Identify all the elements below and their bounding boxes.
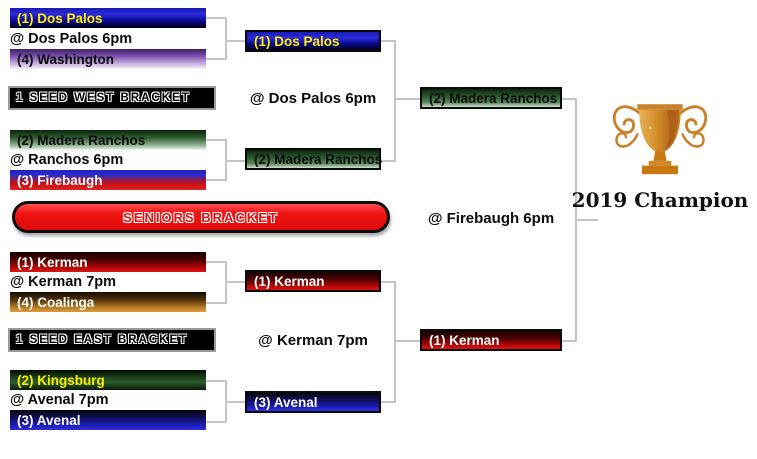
connector-line bbox=[205, 421, 227, 423]
connector-line bbox=[227, 40, 245, 42]
game-info-west-semifinal: @ Dos Palos 6pm bbox=[249, 90, 377, 107]
seniors-bracket-banner: SENIORS BRACKET bbox=[12, 201, 390, 233]
connector-line bbox=[227, 281, 245, 283]
connector-line bbox=[227, 401, 245, 403]
connector-line bbox=[205, 380, 227, 382]
team-bar-kerman-finalist: (1) Kerman bbox=[420, 329, 562, 351]
team-bar-coalinga: (4) Coalinga bbox=[10, 292, 206, 312]
trophy-icon bbox=[612, 104, 708, 175]
game-info-east-semifinal: @ Kerman 7pm bbox=[258, 332, 368, 349]
team-bar-kerman-semifinal: (1) Kerman bbox=[245, 270, 381, 292]
team-bar-kerman: (1) Kerman bbox=[10, 252, 206, 272]
connector-line bbox=[577, 219, 598, 221]
connector-line bbox=[205, 58, 227, 60]
team-bar-avenal: (3) Avenal bbox=[10, 410, 206, 430]
connector-line bbox=[396, 98, 420, 100]
connector-line bbox=[562, 98, 577, 100]
connector-line bbox=[205, 261, 227, 263]
connector-line bbox=[381, 160, 395, 162]
connector-line bbox=[562, 340, 577, 342]
game-info-west-r1-bottom: @ Ranchos 6pm bbox=[10, 152, 124, 168]
team-bar-madera-semifinal: (2) Madera Ranchos bbox=[245, 148, 382, 170]
game-info-west-r1-top: @ Dos Palos 6pm bbox=[10, 31, 133, 47]
connector-line bbox=[225, 139, 227, 181]
connector-line bbox=[394, 40, 396, 162]
connector-line bbox=[205, 179, 227, 181]
connector-line bbox=[227, 160, 245, 162]
team-bar-avenal-semifinal: (3) Avenal bbox=[245, 391, 381, 413]
champion-area: 2019 Champion bbox=[572, 98, 748, 218]
connector-line bbox=[205, 302, 227, 304]
team-bar-madera-finalist: (2) Madera Ranchos bbox=[420, 87, 562, 109]
team-bar-kingsburg: (2) Kingsburg bbox=[10, 370, 206, 390]
connector-line bbox=[225, 380, 227, 423]
team-bar-madera-ranchos: (2) Madera Ranchos bbox=[10, 130, 206, 150]
east-seed-banner: 1 SEED EAST BRACKET bbox=[8, 328, 216, 352]
connector-line bbox=[575, 98, 577, 342]
connector-line bbox=[205, 139, 227, 141]
team-bar-washington: (4) Washington bbox=[10, 49, 206, 69]
game-info-east-r1-top: @ Kerman 7pm bbox=[10, 274, 117, 290]
team-bar-dos-palos: (1) Dos Palos bbox=[10, 8, 206, 28]
connector-line bbox=[381, 401, 395, 403]
team-bar-dos-palos-semifinal: (1) Dos Palos bbox=[245, 30, 381, 52]
connector-line bbox=[225, 17, 227, 60]
connector-line bbox=[394, 281, 396, 403]
west-seed-banner: 1 SEED WEST BRACKET bbox=[8, 86, 216, 110]
connector-line bbox=[381, 40, 395, 42]
team-bar-firebaugh: (3) Firebaugh bbox=[10, 170, 206, 190]
connector-line bbox=[225, 261, 227, 304]
connector-line bbox=[205, 17, 227, 19]
connector-line bbox=[396, 340, 420, 342]
game-info-final: @ Firebaugh 6pm bbox=[427, 210, 555, 227]
connector-line bbox=[381, 281, 395, 283]
game-info-east-r1-bottom: @ Avenal 7pm bbox=[10, 392, 109, 408]
champion-label: 2019 Champion bbox=[571, 188, 749, 212]
